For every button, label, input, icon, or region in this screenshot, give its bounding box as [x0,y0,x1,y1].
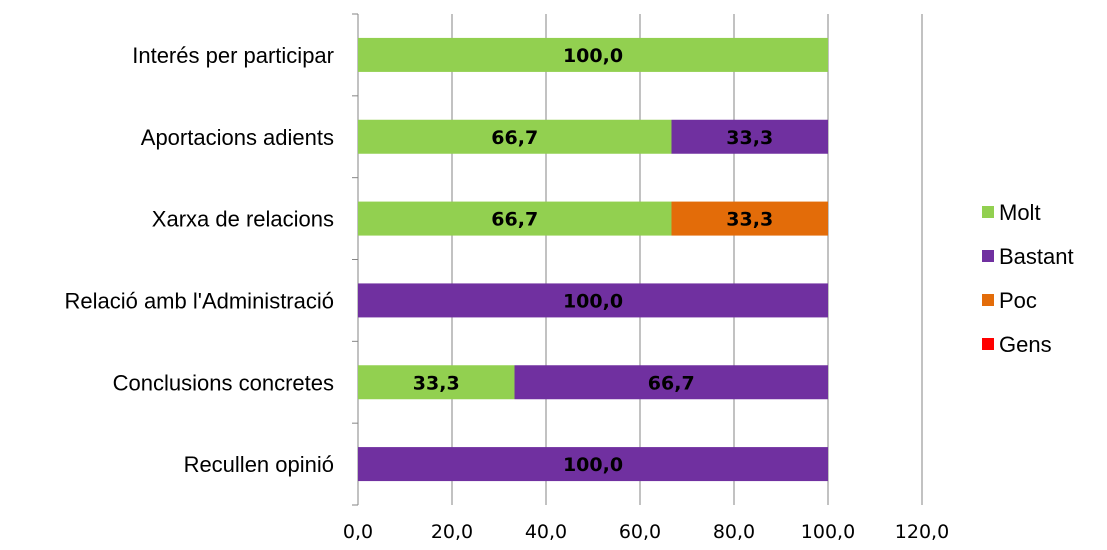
x-tick-label: 80,0 [713,521,755,543]
legend-swatch [982,338,994,350]
category-label: Aportacions adients [141,125,334,150]
data-label: 66,7 [491,209,538,231]
legend-label: Molt [999,200,1041,225]
data-label: 100,0 [563,454,623,476]
legend: Molt Bastant Poc Gens [982,200,1074,357]
legend-swatch [982,206,994,218]
data-label: 33,3 [726,127,773,149]
bar-segment-molt [358,119,672,154]
axes [352,13,359,506]
x-tick-label: 120,0 [895,521,949,543]
category-label: Recullen opinió [184,452,334,477]
legend-swatch [982,250,994,262]
x-tick-label: 60,0 [619,521,661,543]
labels: 0,0 20,0 40,0 60,0 80,0 100,0 120,0 Interés per… [64,43,949,543]
x-tick-label: 20,0 [431,521,473,543]
bar-segment-bastant [358,283,828,318]
bar-segment-molt [358,365,515,400]
category-label: Xarxa de relacions [152,207,334,232]
data-label: 66,7 [648,372,695,394]
bar-segment-molt [358,201,672,236]
data-label: 100,0 [563,290,623,312]
legend-label: Poc [999,288,1037,313]
category-label: Relació amb l'Administració [64,288,334,313]
data-label: 33,3 [726,209,773,231]
gridlines [451,14,923,505]
bar-segment-poc [671,201,828,236]
bar-segment-molt [358,37,828,72]
x-tick-label: 100,0 [801,521,855,543]
bar-segment-bastant [671,119,828,154]
bar-segment-bastant [514,365,828,400]
legend-swatch [982,294,994,306]
data-label: 33,3 [413,372,460,394]
category-label: Conclusions concretes [113,370,334,395]
category-label: Interés per participar [132,43,334,68]
data-label: 100,0 [563,45,623,67]
legend-label: Bastant [999,244,1074,269]
x-tick-label: 0,0 [343,521,373,543]
data-label: 66,7 [491,127,538,149]
x-tick-label: 40,0 [525,521,567,543]
legend-label: Gens [999,332,1052,357]
bar-segment-bastant [358,447,828,482]
bars [358,37,828,482]
